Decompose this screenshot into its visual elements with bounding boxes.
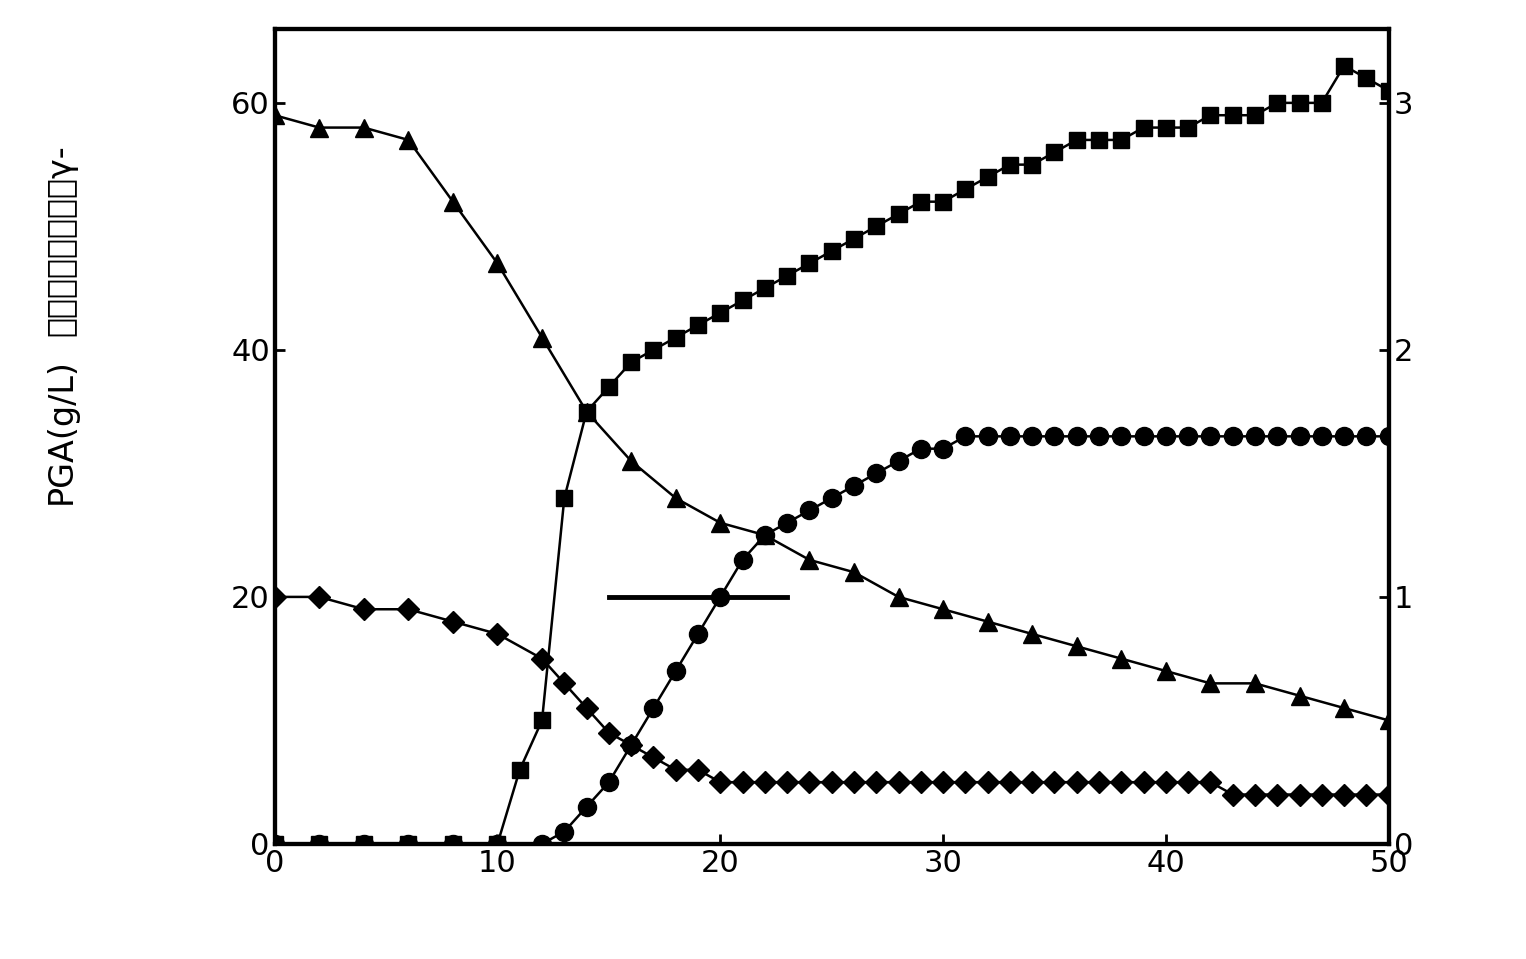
Text: 葫葡糖，柠檬酸，γ-: 葫葡糖，柠檬酸，γ- <box>44 144 78 336</box>
Text: PGA(g/L): PGA(g/L) <box>44 359 78 504</box>
